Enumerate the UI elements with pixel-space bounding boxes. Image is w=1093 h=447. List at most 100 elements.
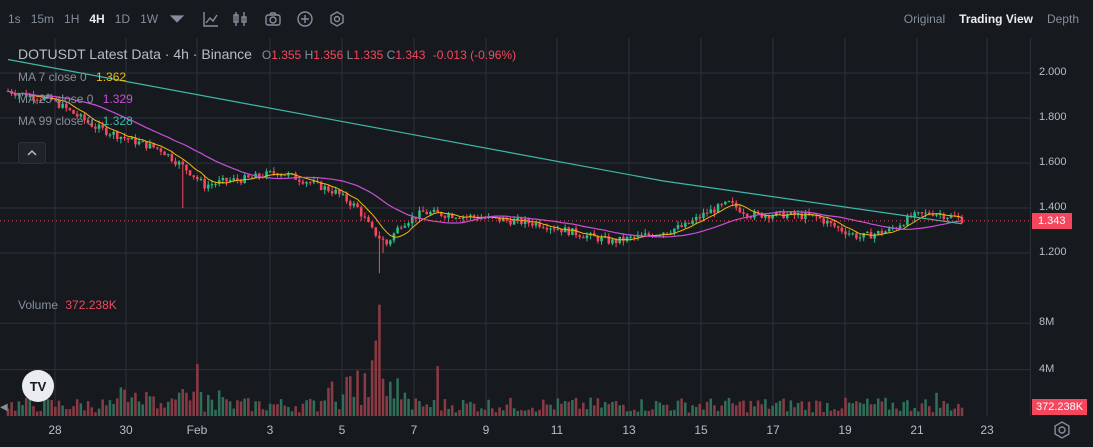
candle-body [538,222,541,227]
candle-body [596,236,600,242]
volume-bar [374,340,378,416]
volume-bar [749,400,753,416]
candle-body [141,141,144,143]
volume-bar [276,404,279,416]
volume-bar [239,401,243,416]
volume-bar [807,401,811,416]
volume-bar [884,397,887,416]
candlestick-icon[interactable] [230,9,250,29]
volume-bar [257,401,261,416]
volume-bar [600,407,603,416]
candle-body [370,222,374,228]
collapse-legend-button[interactable] [18,142,46,164]
candle-body [917,212,920,214]
tradingview-logo[interactable]: TV [22,370,54,402]
candle-body [232,178,236,181]
indicator-icon[interactable] [201,9,221,29]
candle-body [938,214,942,216]
close-value: 1.343 [395,48,426,62]
volume-bar [654,400,658,416]
volume-bar [43,398,46,416]
dropdown-icon[interactable] [167,9,187,29]
view-trading-view[interactable]: Trading View [959,12,1033,26]
candle-body [804,212,807,220]
plus-circle-icon[interactable] [295,9,315,29]
volume-bar [942,400,946,416]
candle-body [323,186,327,190]
volume-bar [199,391,203,416]
candle-body [654,235,658,237]
volume-bar [793,407,796,416]
candle-body [785,214,789,219]
candle-body [214,183,217,185]
candle-body [363,216,367,218]
volume-bar [17,401,21,416]
timeframe-1h[interactable]: 1H [64,12,80,26]
candle-body [571,228,574,236]
volume-bar [906,400,909,416]
candle-body [137,141,141,145]
volume-bar [134,392,137,416]
timeframe-1s[interactable]: 1s [8,12,21,26]
candle-body [199,178,203,180]
candle-body [308,182,312,184]
timeframe-15m[interactable]: 15m [30,12,55,26]
candle-body [75,113,79,117]
view-original[interactable]: Original [903,12,946,26]
volume-bar [603,401,607,416]
candle-body [713,209,716,213]
volume-bar [378,304,381,416]
ma99-line [7,58,963,225]
candle-body [279,175,283,177]
candle-body [807,212,811,216]
settings-hex-icon[interactable] [327,9,347,29]
candle-body [421,210,425,212]
camera-icon[interactable] [263,9,283,29]
candle-body [17,93,21,96]
candle-body [738,207,742,213]
candle-body [698,216,702,219]
volume-bar [188,400,192,416]
candle-body [181,161,185,165]
volume-bar [447,408,450,416]
candle-body [946,217,949,219]
candle-body [79,114,83,117]
timeframe-1d[interactable]: 1D [114,12,131,26]
time-tick-label: 13 [622,423,636,437]
timeframe-4h[interactable]: 4H [89,12,105,26]
volume-bar [392,398,396,416]
volume-bar [935,392,938,416]
time-axis[interactable]: 28 30 Feb 3 5 7 9 11 13 15 17 19 21 23 [0,416,1030,447]
volume-bar [203,411,206,416]
candle-body [356,203,359,208]
time-tick-label: 17 [766,423,780,437]
candle-body [633,236,636,238]
candle-body [447,214,450,218]
volume-bar [614,400,618,416]
volume-bar [101,399,104,416]
gear-icon[interactable] [1052,420,1072,440]
candle-body [152,143,155,148]
volume-bar [960,407,964,416]
candle-body [440,212,443,216]
volume-bar [713,405,716,416]
price-tick-label: 1.800 [1039,111,1067,123]
candle-body [454,217,458,219]
volume-bar [731,403,734,416]
volume-bar [232,408,236,416]
candle-body [305,182,308,184]
candle-body [228,180,232,182]
volume-bar [265,410,268,416]
view-depth[interactable]: Depth [1046,12,1079,26]
volume-bar [487,399,490,416]
timeframe-1w[interactable]: 1W [140,12,159,26]
price-chart[interactable] [0,38,1030,416]
candle-body [724,201,727,205]
price-tick-label: 1.600 [1039,156,1067,168]
candle-body [742,212,745,214]
scroll-left-icon[interactable]: ◀ [0,402,8,413]
candle-body [330,191,334,194]
candle-body [600,237,603,242]
candle-body [767,215,771,219]
price-axis[interactable]: 2.000 1.800 1.600 1.400 1.200 1.343 8M 4M 372.23… [1030,38,1093,416]
